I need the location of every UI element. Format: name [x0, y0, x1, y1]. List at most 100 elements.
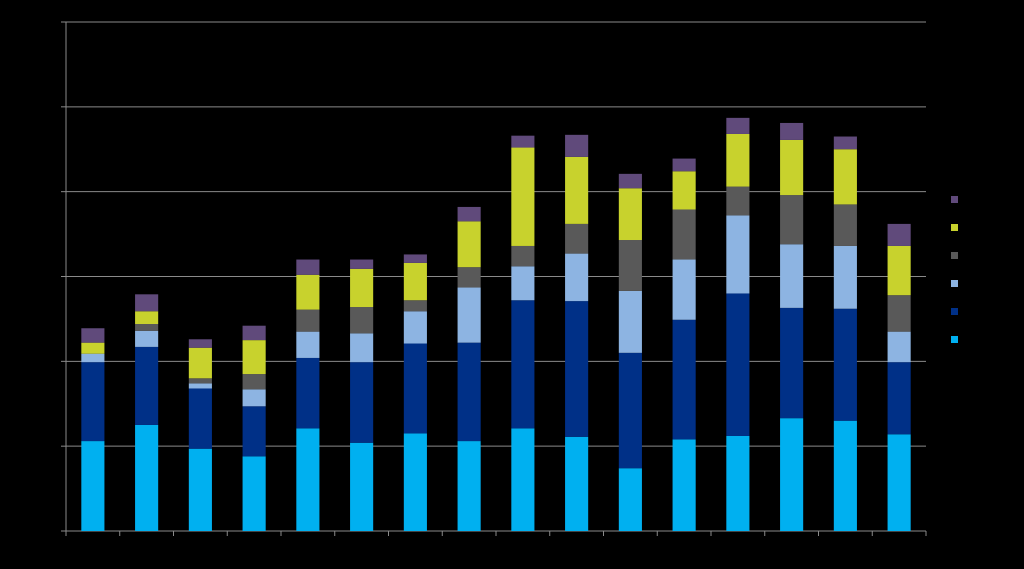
bar-segment: [726, 133, 750, 187]
bar-segment: [780, 139, 804, 196]
bar-segment: [81, 342, 105, 354]
bar-segment: [887, 245, 911, 296]
bar-segment: [833, 204, 857, 246]
bar-segment: [726, 186, 750, 216]
bar-segment: [887, 362, 911, 435]
bar-segment: [780, 307, 804, 419]
bar-segment: [833, 420, 857, 531]
bar-segment: [188, 378, 212, 384]
bar-segment: [511, 135, 535, 148]
bar-segment: [887, 295, 911, 332]
bar-segment: [511, 428, 535, 531]
bar-segment: [350, 268, 374, 308]
bar-segment: [672, 158, 696, 172]
bar-segment: [618, 468, 642, 531]
bar-segment: [403, 433, 427, 531]
bar-segment: [833, 136, 857, 150]
bar-segment: [511, 266, 535, 301]
bar-segment: [188, 388, 212, 449]
bar-segment: [672, 319, 696, 440]
bar-segment: [296, 331, 320, 358]
bar-segment: [242, 456, 266, 531]
bar-segment: [780, 418, 804, 531]
bar-segment: [188, 339, 212, 348]
bar-segment: [672, 171, 696, 210]
bar-segment: [135, 294, 159, 312]
bar-segment: [618, 240, 642, 291]
bar-segment: [618, 290, 642, 353]
bar-segment: [135, 330, 159, 347]
bar-segment: [565, 223, 589, 254]
legend-marker: [951, 280, 958, 287]
bar-segment: [833, 308, 857, 421]
bar-segment: [403, 300, 427, 312]
bar-segment: [350, 307, 374, 334]
bar-segment: [511, 147, 535, 246]
bar-segment: [403, 343, 427, 434]
bars: [81, 117, 911, 531]
bar-segment: [135, 346, 159, 425]
bar-segment: [188, 383, 212, 389]
bar-segment: [403, 254, 427, 263]
bar-segment: [350, 333, 374, 363]
bar-segment: [672, 209, 696, 260]
bar-segment: [457, 287, 481, 343]
legend-marker: [951, 308, 958, 315]
bar-segment: [81, 328, 105, 343]
bar-segment: [81, 441, 105, 531]
bar-segment: [296, 428, 320, 531]
legend-marker: [951, 336, 958, 343]
bar-segment: [618, 188, 642, 241]
bar-segment: [296, 259, 320, 275]
bar-segment: [511, 300, 535, 429]
bar-segment: [511, 245, 535, 267]
bar-segment: [242, 325, 266, 341]
bar-segment: [403, 262, 427, 301]
bar-segment: [457, 441, 481, 531]
bar-segment: [565, 436, 589, 531]
bar-segment: [350, 442, 374, 531]
bar-segment: [672, 439, 696, 531]
bar-segment: [242, 389, 266, 407]
bar-segment: [565, 301, 589, 437]
bar-segment: [726, 215, 750, 294]
bar-segment: [618, 352, 642, 469]
bar-segment: [780, 244, 804, 308]
legend: [951, 196, 958, 343]
bar-segment: [242, 374, 266, 390]
bar-segment: [726, 293, 750, 436]
bar-segment: [833, 245, 857, 309]
bar-segment: [135, 311, 159, 325]
bar-segment: [457, 342, 481, 442]
bar-segment: [296, 357, 320, 429]
bar-segment: [726, 117, 750, 134]
bar-segment: [135, 324, 159, 331]
bar-segment: [618, 173, 642, 189]
bar-segment: [350, 362, 374, 443]
bar-segment: [81, 362, 105, 442]
bar-segment: [457, 206, 481, 222]
bar-segment: [565, 134, 589, 157]
bar-segment: [457, 221, 481, 268]
bar-segment: [780, 122, 804, 140]
bar-segment: [350, 259, 374, 269]
bar-segment: [565, 156, 589, 224]
legend-marker: [951, 252, 958, 259]
bar-segment: [242, 340, 266, 375]
legend-marker: [951, 224, 958, 231]
bar-segment: [296, 309, 320, 332]
bar-segment: [188, 347, 212, 379]
bar-segment: [457, 267, 481, 288]
bar-segment: [242, 406, 266, 457]
legend-marker: [951, 196, 958, 203]
bar-segment: [672, 259, 696, 320]
bar-segment: [887, 331, 911, 363]
bar-segment: [726, 435, 750, 531]
bar-segment: [403, 311, 427, 344]
bar-segment: [135, 424, 159, 531]
bar-segment: [81, 353, 105, 363]
bar-segment: [887, 223, 911, 246]
bar-segment: [188, 448, 212, 531]
